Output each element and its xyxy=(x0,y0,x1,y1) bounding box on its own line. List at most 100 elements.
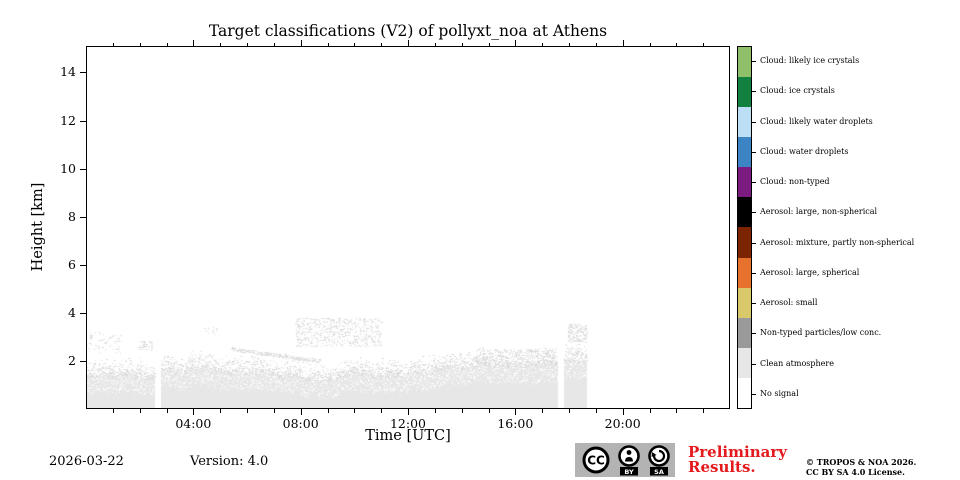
legend-tick xyxy=(752,121,756,123)
x-tick-top xyxy=(193,40,195,46)
version-label: Version: 4.0 xyxy=(190,454,269,469)
x-tick-bottom xyxy=(461,409,463,413)
colorbar-segment xyxy=(738,347,751,378)
x-tick-top xyxy=(381,42,383,46)
colorbar-segment xyxy=(738,197,751,228)
legend-item-label: Aerosol: small xyxy=(760,298,818,308)
x-tick-top xyxy=(542,42,544,46)
preliminary-line1: Preliminary xyxy=(688,443,787,461)
legend-tick xyxy=(752,212,756,214)
y-tick xyxy=(80,168,86,170)
legend-item-label: Aerosol: large, spherical xyxy=(760,267,860,277)
preliminary-line2: Results. xyxy=(688,458,756,476)
y-tick xyxy=(80,216,86,218)
preliminary-results-note: Preliminary Results. xyxy=(688,445,787,475)
legend-item-label: Cloud: likely water droplets xyxy=(760,116,873,126)
x-tick-bottom xyxy=(569,409,570,413)
x-tick-bottom xyxy=(542,409,544,413)
x-tick-bottom xyxy=(193,409,195,415)
x-tick-bottom xyxy=(703,409,705,413)
colorbar-segment xyxy=(738,47,751,78)
legend-item-label: Cloud: ice crystals xyxy=(760,86,835,96)
x-tick-top xyxy=(622,40,624,46)
y-tick-label: 14 xyxy=(60,64,76,80)
legend-item-label: No signal xyxy=(760,388,799,398)
x-tick-top xyxy=(649,42,651,46)
x-tick-bottom xyxy=(327,409,329,413)
x-tick-top xyxy=(247,42,248,46)
legend-tick xyxy=(752,393,756,395)
cc-by-sa-icon: CC BY SA xyxy=(575,443,675,477)
x-tick-bottom xyxy=(434,409,436,413)
x-tick-bottom xyxy=(354,409,356,413)
legend-item-label: Cloud: non-typed xyxy=(760,177,830,187)
legend-tick xyxy=(752,333,756,335)
x-tick-bottom xyxy=(273,409,275,413)
y-tick-label: 10 xyxy=(60,160,76,176)
cc-license-badge: CC BY SA xyxy=(575,443,675,480)
x-tick-top xyxy=(434,42,436,46)
x-tick-top xyxy=(112,42,114,46)
colorbar-segment xyxy=(738,287,751,318)
copyright-line1: © TROPOS & NOA 2026. xyxy=(806,457,917,467)
x-tick-top xyxy=(488,42,490,46)
legend-tick xyxy=(752,303,756,305)
x-tick-bottom xyxy=(622,409,624,415)
y-tick xyxy=(80,264,86,266)
legend-tick xyxy=(752,363,756,365)
x-tick-top xyxy=(703,42,705,46)
colorbar-segment xyxy=(738,137,751,168)
x-tick-top xyxy=(354,42,356,46)
legend-item-label: Aerosol: mixture, partly non-spherical xyxy=(760,237,915,247)
x-tick-bottom xyxy=(649,409,651,413)
y-tick-label: 8 xyxy=(68,208,76,224)
svg-text:CC: CC xyxy=(587,454,605,468)
legend-tick xyxy=(752,182,756,184)
copyright-note: © TROPOS & NOA 2026. CC BY SA 4.0 Licens… xyxy=(806,457,917,477)
x-tick-bottom xyxy=(676,409,678,413)
legend-tick xyxy=(752,151,756,153)
classification-heatmap xyxy=(86,46,730,409)
y-tick xyxy=(80,72,86,74)
colorbar-segment xyxy=(738,317,751,348)
x-tick-label: 12:00 xyxy=(389,416,427,431)
x-tick-bottom xyxy=(300,409,302,415)
colorbar-segment xyxy=(738,227,751,258)
x-axis-label: Time [UTC] xyxy=(365,428,451,444)
x-tick-bottom xyxy=(488,409,490,413)
by-label: BY xyxy=(624,468,634,476)
legend-item-label: Cloud: likely ice crystals xyxy=(760,56,860,66)
x-tick-top xyxy=(569,42,570,46)
date-label: 2026-03-22 xyxy=(49,454,124,469)
legend-tick xyxy=(752,242,756,244)
x-tick-top xyxy=(273,42,275,46)
x-tick-bottom xyxy=(515,409,517,415)
y-tick-label: 12 xyxy=(60,112,76,128)
x-tick-top xyxy=(676,42,678,46)
copyright-line2: CC BY SA 4.0 License. xyxy=(806,466,905,477)
chart-title: Target classifications (V2) of pollyxt_n… xyxy=(208,22,608,40)
legend-tick xyxy=(752,272,756,274)
x-tick-bottom xyxy=(139,409,141,413)
y-tick xyxy=(80,360,86,362)
y-tick xyxy=(80,312,86,314)
x-tick-bottom xyxy=(166,409,168,413)
x-tick-top xyxy=(408,40,409,46)
x-tick-bottom xyxy=(220,409,222,413)
colorbar-segment xyxy=(738,107,751,138)
x-tick-label: 20:00 xyxy=(604,416,641,431)
y-tick xyxy=(80,120,86,122)
plot-frame xyxy=(86,46,730,409)
legend-item-label: Aerosol: large, non-spherical xyxy=(760,207,878,217)
x-tick-bottom xyxy=(112,409,114,413)
x-tick-label: 04:00 xyxy=(175,416,212,431)
x-tick-bottom xyxy=(247,409,248,413)
legend-colorbar xyxy=(737,46,752,409)
x-tick-top xyxy=(515,40,517,46)
x-tick-top xyxy=(166,42,168,46)
sa-label: SA xyxy=(654,468,664,476)
legend-item-label: Cloud: water droplets xyxy=(760,146,849,156)
legend-tick xyxy=(752,61,756,63)
legend-item-label: Non-typed particles/low conc. xyxy=(760,328,882,338)
y-axis-label: Height [km] xyxy=(30,182,46,272)
